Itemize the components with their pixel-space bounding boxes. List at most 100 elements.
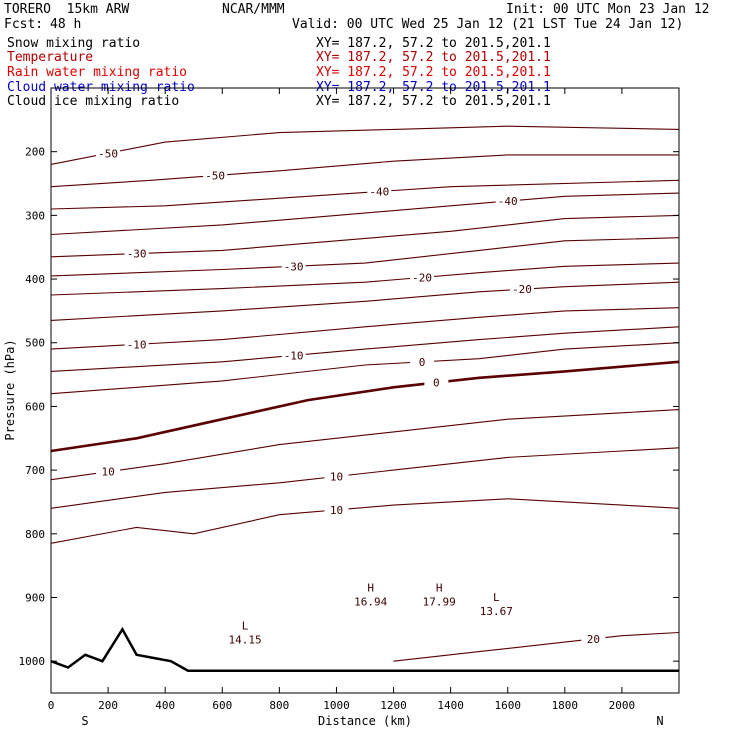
x-axis-label: Distance (km) — [318, 714, 412, 728]
valid-time: Valid: 00 UTC Wed 25 Jan 12 (21 LST Tue … — [292, 17, 684, 32]
isotherm-line — [50, 237, 680, 277]
isotherm-label-bg — [281, 348, 306, 361]
isotherm-line — [50, 192, 680, 236]
legend-temp-range: XY= 187.2, 57.2 to 201.5,201.1 — [316, 50, 551, 65]
isotherm-line — [50, 498, 680, 544]
extremum-type: H — [436, 581, 443, 594]
y-tick-label: 500 — [25, 337, 45, 350]
extremum-value: 13.67 — [480, 605, 513, 618]
isotherm-label: 20 — [587, 633, 600, 646]
isotherm-label-bg — [410, 270, 435, 283]
legend-rain-name: Rain water mixing ratio — [7, 65, 188, 80]
isotherm-label-bg — [495, 194, 520, 207]
extremum-value: 17.99 — [423, 595, 456, 608]
isotherm-line — [50, 409, 680, 481]
isotherm-label-bg — [96, 146, 121, 159]
isotherm-line — [50, 179, 680, 210]
x-tick-label: 800 — [269, 699, 289, 712]
isotherm-label-bg — [410, 354, 435, 367]
x-end-label-left: S — [81, 714, 88, 728]
y-tick-label: 1000 — [19, 655, 46, 668]
x-tick-label: 400 — [155, 699, 175, 712]
y-axis-label: Pressure (hPa) — [3, 339, 17, 440]
isotherm-label: -50 — [98, 147, 118, 160]
center-name: NCAR/MMM — [222, 2, 285, 17]
isotherm-label-bg — [281, 259, 306, 272]
isotherm-label: 10 — [330, 470, 343, 483]
isotherm-label-bg — [581, 631, 606, 644]
isotherm-label-bg — [124, 246, 149, 259]
isotherm-label: 0 — [433, 377, 440, 390]
legend-cloudice-range: XY= 187.2, 57.2 to 201.5,201.1 — [316, 94, 551, 109]
x-tick-label: 2000 — [609, 699, 636, 712]
y-tick-label: 300 — [25, 209, 45, 222]
isotherm-line — [50, 214, 680, 258]
x-tick-label: 1400 — [437, 699, 464, 712]
isotherm-line — [393, 631, 680, 662]
isotherm-line — [50, 447, 680, 509]
x-tick-label: 600 — [212, 699, 232, 712]
plot-frame — [50, 87, 680, 694]
isotherm-label: -50 — [205, 170, 225, 183]
extremum-type: H — [367, 581, 374, 594]
isotherm-label-bg — [510, 282, 534, 295]
extremum-value: 14.15 — [229, 634, 262, 647]
isotherm-label-bg — [324, 469, 349, 482]
extremum-value: 16.94 — [354, 595, 387, 608]
isotherm-line — [50, 125, 680, 165]
x-axis: 0 200 400 600 800 1000 1200 1400 1600 1800 2000 — [48, 88, 635, 712]
isotherm-label-bg — [367, 184, 392, 197]
isotherm-label: -20 — [512, 283, 532, 296]
x-tick-label: 1000 — [323, 699, 350, 712]
model-name: TORERO 15km ARW — [4, 2, 130, 17]
x-tick-label: 0 — [48, 699, 55, 712]
isotherm-label: -10 — [127, 338, 147, 351]
isotherm-label: -20 — [412, 271, 432, 284]
isotherm-line — [50, 154, 679, 188]
terrain-line — [50, 626, 679, 672]
y-tick-label: 800 — [25, 528, 45, 541]
isotherm-line — [50, 281, 680, 321]
isotherm-label: -30 — [127, 248, 147, 261]
legend-snow-name: Snow mixing ratio — [7, 36, 141, 51]
legend-rain-range: XY= 187.2, 57.2 to 201.5,201.1 — [316, 65, 551, 80]
legend-cloudice-name: Cloud ice mixing ratio — [7, 94, 180, 109]
y-tick-label: 400 — [25, 273, 45, 286]
isotherm-line — [50, 326, 680, 372]
isotherm-label: 10 — [330, 504, 343, 517]
forecast-label: Fcst: — [4, 17, 44, 32]
init-time: Init: 00 UTC Mon 23 Jan 12 — [506, 2, 710, 17]
x-tick-label: 1600 — [494, 699, 521, 712]
forecast-hour: 48 h — [50, 17, 82, 32]
extremum-type: L — [493, 591, 500, 604]
isotherm-label-bg — [203, 168, 228, 181]
isotherm-label-bg — [124, 337, 149, 350]
isotherm-label-bg — [424, 375, 449, 388]
x-tick-label: 1200 — [380, 699, 407, 712]
x-tick-label: 200 — [98, 699, 118, 712]
isotherm-line — [50, 360, 680, 453]
isotherm-label: 10 — [101, 466, 114, 479]
isotherm-layer: -50 -50 -40 -40 -30 -30 -20 -20 -10 -10 00 10 10 10 20 — [50, 125, 680, 662]
isotherm-label: -30 — [284, 260, 304, 273]
legend-snow-range: XY= 187.2, 57.2 to 201.5,201.1 — [316, 36, 551, 51]
isotherm-label: -10 — [284, 349, 304, 362]
y-tick-label: 700 — [25, 464, 45, 477]
isotherm-label-bg — [96, 464, 121, 477]
y-tick-label: 200 — [25, 146, 45, 159]
isotherm-label: -40 — [369, 185, 389, 198]
x-tick-label: 1800 — [552, 699, 579, 712]
y-tick-label: 600 — [25, 400, 45, 413]
y-tick-label: 900 — [25, 591, 45, 604]
isotherm-label: -40 — [498, 195, 518, 208]
extremum-type: L — [242, 620, 249, 633]
isotherm-line — [50, 262, 680, 296]
isotherm-label-bg — [324, 502, 349, 515]
isotherm-label: 0 — [419, 356, 426, 369]
terrain-layer — [50, 626, 679, 672]
isotherm-line — [50, 307, 680, 350]
legend-temp-name: Temperature — [7, 50, 94, 65]
